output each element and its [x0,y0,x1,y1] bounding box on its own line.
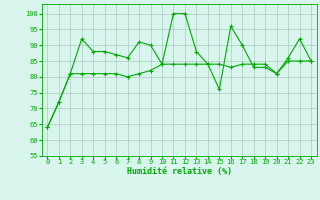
X-axis label: Humidité relative (%): Humidité relative (%) [127,167,232,176]
